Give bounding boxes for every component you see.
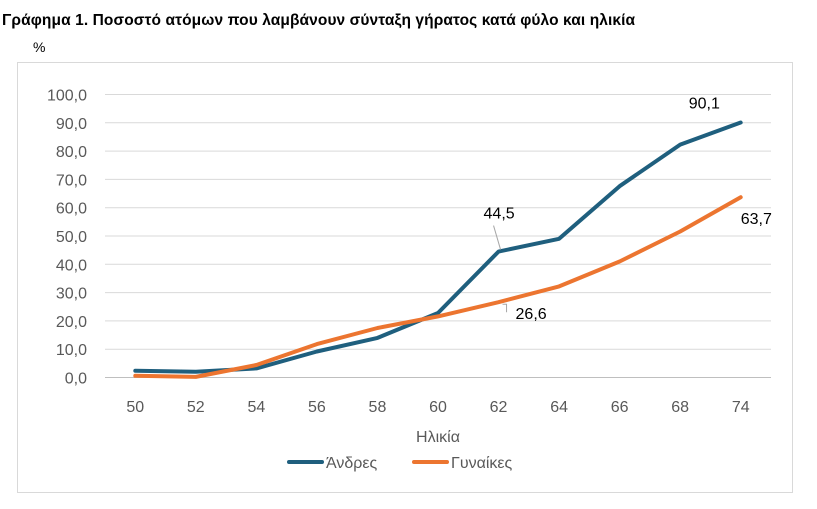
y-tick-label: 70,0: [56, 172, 87, 189]
series-lines: [133, 120, 743, 379]
label-leader-line: [502, 303, 508, 313]
x-tick-label: 56: [308, 399, 326, 416]
y-unit-label: %: [33, 39, 46, 55]
x-tick-label: 62: [490, 399, 508, 416]
y-tick-label: 10,0: [56, 342, 87, 359]
y-tick-label: 40,0: [56, 257, 87, 274]
x-tick-label: 52: [187, 399, 205, 416]
gridlines: [105, 94, 771, 378]
y-tick-label: 90,0: [56, 116, 87, 133]
x-tick-label: 68: [671, 399, 689, 416]
y-tick-label: 80,0: [56, 144, 87, 161]
x-tick-label: 60: [429, 399, 447, 416]
x-tick-label: 50: [126, 399, 144, 416]
y-axis-ticks: 0,0 10,0 20,0 30,0 40,0 50,0 60,0 70,0 80,0 90,0 1…: [47, 88, 87, 388]
y-tick-label: 60,0: [56, 201, 87, 218]
data-label: 90,1: [689, 96, 720, 113]
y-tick-label: 50,0: [56, 229, 87, 246]
x-tick-label: 66: [611, 399, 629, 416]
x-tick-label: 74: [732, 399, 750, 416]
x-tick-label: 64: [550, 399, 568, 416]
chart-title: Γράφημα 1. Ποσοστό ατόμων που λαμβάνουν …: [2, 12, 636, 29]
legend: Άνδρες Γυναίκες: [287, 455, 513, 472]
y-tick-label: 30,0: [56, 286, 87, 303]
legend-label: Άνδρες: [326, 455, 378, 472]
x-tick-label: 58: [369, 399, 387, 416]
y-tick-label: 20,0: [56, 314, 87, 331]
data-label: 44,5: [484, 206, 515, 223]
data-labels: 44,5 90,1 26,6 63,7: [484, 96, 772, 324]
y-tick-label: 0,0: [65, 371, 87, 388]
y-tick-label: 100,0: [47, 88, 87, 105]
x-axis-title: Ηλικία: [416, 429, 460, 446]
data-label: 63,7: [741, 211, 772, 228]
data-label: 26,6: [516, 306, 547, 323]
legend-label: Γυναίκες: [451, 455, 513, 472]
series-line-2: [133, 195, 743, 379]
x-tick-label: 54: [247, 399, 265, 416]
x-axis-ticks: 50 52 54 56 58 60 62 64 66 68 74: [126, 399, 749, 416]
label-leader-line: [493, 225, 502, 250]
chart-frame: [17, 62, 793, 493]
